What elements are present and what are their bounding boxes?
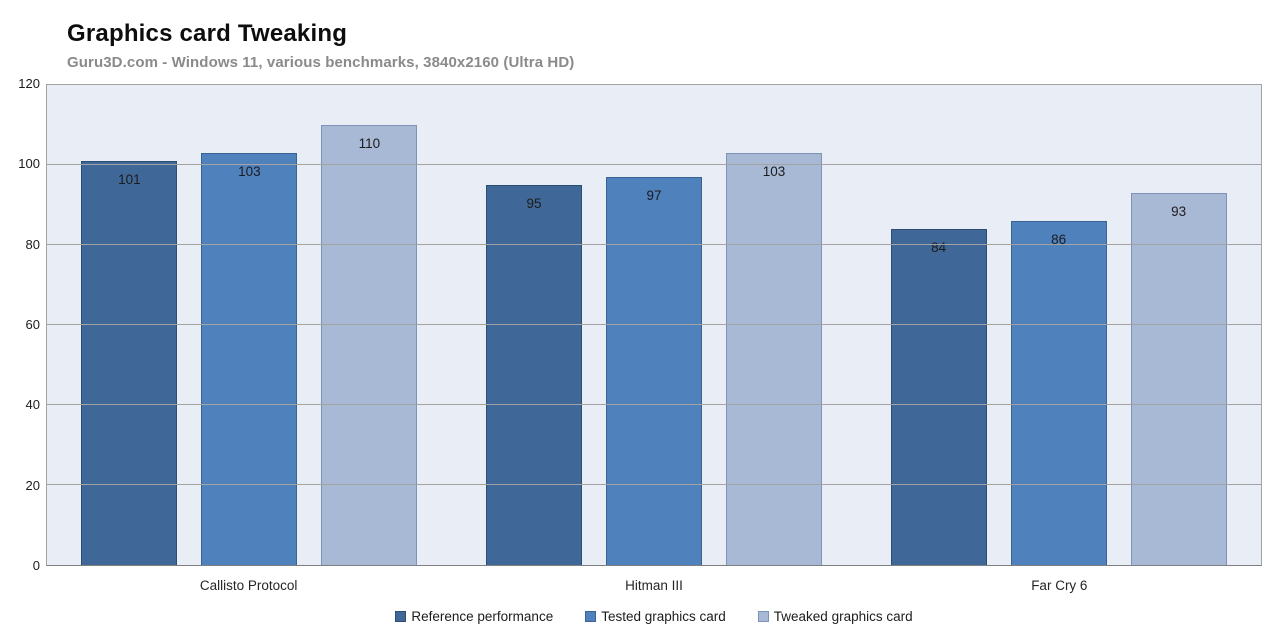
legend-swatch-icon: [757, 611, 769, 622]
bar: 103: [201, 153, 298, 565]
bar: 95: [486, 185, 582, 565]
legend-item: Tested graphics card: [585, 609, 726, 624]
gridline-y20: [47, 484, 1261, 486]
y-tick-label: 20: [25, 477, 40, 493]
x-category-label: Far Cry 6: [1031, 578, 1088, 593]
bar-value-label: 95: [526, 196, 542, 211]
legend-label: Tested graphics card: [601, 609, 726, 624]
bar-group-0: 101 103 110: [47, 85, 452, 565]
gridline-y100: [47, 164, 1261, 165]
y-tick-label: 100: [18, 156, 40, 172]
bar-group-2: 84 86 93: [856, 85, 1261, 565]
y-tick-label: 0: [32, 558, 40, 573]
legend: Reference performance Tested graphics car…: [46, 609, 1262, 624]
chart-subtitle: Guru3D.com - Windows 11, various benchma…: [67, 54, 575, 71]
x-category-label: Hitman III: [625, 578, 683, 593]
bar-value-label: 110: [358, 136, 381, 151]
bar-value-label: 86: [1051, 232, 1067, 247]
y-tick-label: 120: [18, 76, 40, 91]
bar-group-1: 95 97 103: [452, 85, 857, 565]
bar: 97: [606, 177, 702, 565]
gridline-y80: [47, 244, 1261, 246]
bar: 110: [321, 125, 418, 565]
bar-value-label: 101: [118, 172, 141, 187]
legend-label: Reference performance: [411, 609, 554, 624]
bar: 84: [890, 229, 987, 565]
gridline-y60: [47, 324, 1261, 325]
gridline-y40: [47, 404, 1261, 406]
legend-item: Reference performance: [395, 609, 553, 624]
legend-swatch-icon: [585, 611, 597, 622]
y-tick-label: 40: [25, 397, 40, 413]
x-category-label: Callisto Protocol: [199, 578, 298, 593]
bar-value-label: 103: [762, 164, 786, 179]
bar-value-label: 84: [931, 240, 947, 255]
bar-groups: 101 103 110 95 97 103 84 86 93: [47, 85, 1261, 565]
bar-value-label: 97: [646, 188, 662, 203]
bar: 86: [1010, 221, 1107, 565]
plot-area: 101 103 110 95 97 103 84 86 93: [46, 84, 1262, 566]
bar-value-label: 93: [1171, 204, 1187, 219]
legend-item: Tweaked graphics card: [757, 609, 913, 624]
chart-title: Graphics card Tweaking: [67, 20, 348, 47]
bar-value-label: 103: [238, 164, 261, 179]
legend-swatch-icon: [395, 611, 407, 622]
bar: 101: [81, 161, 178, 565]
y-tick-label: 80: [25, 236, 40, 252]
bar: 93: [1130, 193, 1227, 565]
y-tick-label: 60: [25, 317, 40, 332]
bar: 103: [726, 153, 822, 565]
legend-label: Tweaked graphics card: [773, 609, 913, 624]
